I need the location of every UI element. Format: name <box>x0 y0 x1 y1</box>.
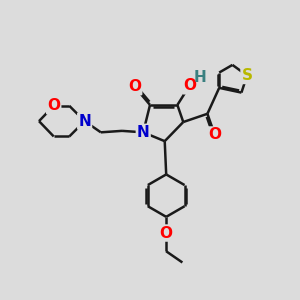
Text: S: S <box>242 68 253 83</box>
Text: O: O <box>208 128 221 142</box>
Text: N: N <box>78 114 91 129</box>
Text: N: N <box>137 125 150 140</box>
Text: O: O <box>47 98 60 113</box>
Text: H: H <box>194 70 206 86</box>
Text: O: O <box>160 226 173 241</box>
Text: O: O <box>184 78 196 93</box>
Text: O: O <box>128 79 141 94</box>
